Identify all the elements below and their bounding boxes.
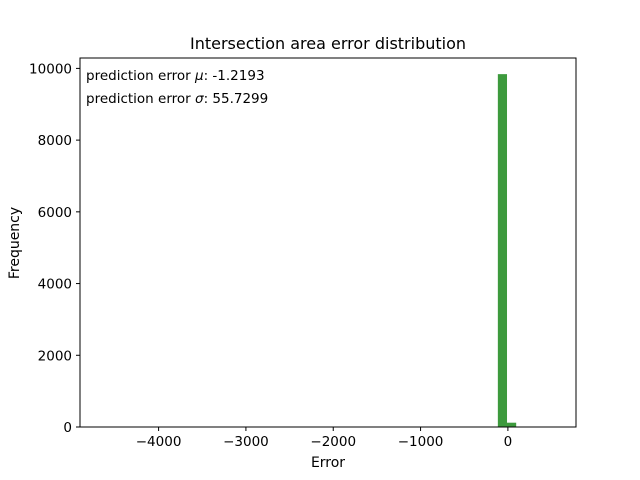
std-annotation-value: : 55.7299 — [204, 91, 269, 107]
y-tick-label: 8000 — [38, 133, 72, 149]
chart-title: Intersection area error distribution — [190, 34, 466, 53]
y-tick-label: 4000 — [38, 277, 72, 293]
x-tick-label: −3000 — [223, 434, 269, 450]
y-tick-label: 10000 — [29, 61, 72, 77]
sigma-symbol: σ — [195, 91, 204, 107]
x-tick-label: −1000 — [398, 434, 444, 450]
y-axis-ticks: 0 2000 4000 6000 8000 10000 — [29, 61, 80, 436]
y-tick-label: 2000 — [38, 348, 72, 364]
histogram-bar-0 — [497, 74, 508, 427]
plot-frame — [79, 57, 577, 428]
y-axis-label: Frequency — [7, 207, 23, 279]
x-tick-label: −2000 — [310, 434, 356, 450]
y-tick-label: 6000 — [38, 205, 72, 221]
mean-annotation-value: : -1.2193 — [204, 68, 265, 84]
mean-annotation: prediction error μ: -1.2193 — [86, 68, 265, 84]
mu-symbol: μ — [194, 68, 204, 84]
histogram-bar-1 — [507, 422, 517, 427]
std-annotation: prediction error σ: 55.7299 — [86, 91, 268, 107]
x-axis-ticks: −4000 −3000 −2000 −1000 0 — [136, 427, 512, 450]
mean-annotation-prefix: prediction error — [86, 68, 195, 84]
x-tick-label: −4000 — [136, 434, 182, 450]
x-axis-label: Error — [311, 455, 345, 471]
std-annotation-prefix: prediction error — [86, 91, 195, 107]
x-tick-label: 0 — [504, 434, 513, 450]
y-tick-label: 0 — [63, 420, 72, 436]
bars-group — [497, 74, 517, 427]
